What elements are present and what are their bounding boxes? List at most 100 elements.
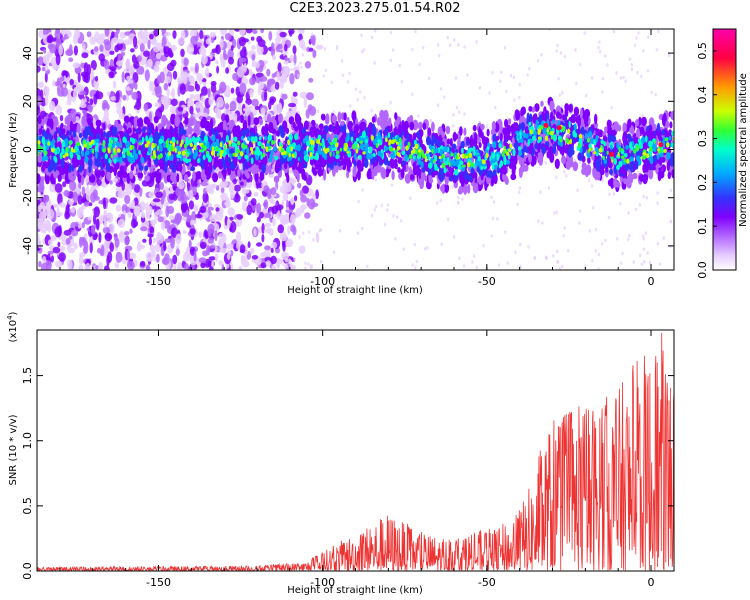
heatmap-cell bbox=[215, 207, 220, 212]
heatmap-cell bbox=[220, 29, 228, 36]
heatmap-cell bbox=[154, 243, 161, 253]
heatmap-cell bbox=[218, 170, 222, 179]
heatmap-cell bbox=[562, 170, 566, 174]
heatmap-cell bbox=[635, 119, 640, 127]
heatmap-cell bbox=[196, 170, 202, 180]
heatmap-cell bbox=[44, 95, 49, 106]
heatmap-cell bbox=[413, 242, 416, 247]
heatmap-cell bbox=[152, 198, 161, 203]
heatmap-cell bbox=[587, 156, 591, 164]
heatmap-cell bbox=[292, 45, 297, 55]
heatmap-cell bbox=[188, 75, 194, 83]
heatmap-cell bbox=[452, 113, 455, 117]
heatmap-cell bbox=[195, 66, 199, 74]
heatmap-cell bbox=[102, 99, 108, 109]
heatmap-cell bbox=[568, 104, 573, 113]
heatmap-cell bbox=[670, 110, 674, 121]
heatmap-cell bbox=[518, 95, 521, 100]
heatmap-cell bbox=[283, 162, 288, 170]
heatmap-cell bbox=[55, 104, 63, 115]
heatmap-cell bbox=[62, 181, 67, 188]
heatmap-cell bbox=[552, 144, 557, 155]
heatmap-cell bbox=[386, 202, 390, 207]
heatmap-cell bbox=[496, 217, 499, 221]
heatmap-cell bbox=[63, 75, 67, 84]
heatmap-cell bbox=[219, 53, 224, 62]
heatmap-cell bbox=[300, 65, 303, 70]
heatmap-cell bbox=[195, 101, 202, 109]
heatmap-cell bbox=[490, 234, 493, 238]
heatmap-cell bbox=[229, 161, 235, 170]
heatmap-cell bbox=[92, 189, 98, 200]
heatmap-cell bbox=[224, 33, 232, 41]
heatmap-cell bbox=[190, 220, 197, 225]
heatmap-cell bbox=[273, 119, 277, 131]
heatmap-cell bbox=[226, 243, 234, 250]
heatmap-cell bbox=[422, 122, 427, 131]
heatmap-cell bbox=[480, 123, 485, 131]
heatmap-cell bbox=[513, 98, 516, 102]
heatmap-cell bbox=[252, 29, 258, 35]
heatmap-cell bbox=[298, 245, 306, 254]
heatmap-cell bbox=[349, 104, 352, 108]
heatmap-cell bbox=[607, 134, 613, 144]
heatmap-cell bbox=[175, 245, 180, 250]
heatmap-cell bbox=[37, 238, 42, 247]
heatmap-cell bbox=[94, 233, 98, 238]
heatmap-cell bbox=[304, 266, 307, 270]
heatmap-cell bbox=[190, 166, 196, 172]
heatmap-cell bbox=[266, 68, 271, 77]
heatmap-cell bbox=[286, 206, 290, 211]
heatmap-cell bbox=[545, 112, 550, 121]
heatmap-cell bbox=[624, 79, 627, 83]
heatmap-cell bbox=[164, 163, 168, 174]
heatmap-cell bbox=[79, 236, 83, 248]
heatmap-cell bbox=[200, 118, 206, 129]
heatmap-cell bbox=[49, 43, 57, 54]
heatmap-cell bbox=[115, 251, 123, 263]
heatmap-cell bbox=[75, 221, 79, 227]
heatmap-cell bbox=[72, 130, 77, 138]
heatmap-cell bbox=[194, 80, 198, 90]
heatmap-cell bbox=[246, 172, 250, 180]
heatmap-cell bbox=[497, 263, 501, 267]
heatmap-cell bbox=[109, 242, 114, 253]
heatmap-cell bbox=[240, 254, 245, 265]
heatmap-cell bbox=[492, 200, 496, 204]
heatmap-cell bbox=[478, 142, 482, 148]
heatmap-cell bbox=[669, 220, 673, 224]
heatmap-cell bbox=[316, 109, 320, 113]
heatmap-cell bbox=[473, 139, 477, 148]
heatmap-cell bbox=[512, 75, 515, 80]
heatmap-cell bbox=[277, 102, 283, 114]
heatmap-cell bbox=[630, 63, 633, 67]
heatmap-cell bbox=[633, 43, 637, 48]
heatmap-cell bbox=[170, 98, 178, 107]
heatmap-cell bbox=[272, 217, 276, 227]
heatmap-cell bbox=[357, 199, 360, 204]
heatmap-cell bbox=[284, 43, 288, 52]
heatmap-cell bbox=[102, 197, 107, 210]
heatmap-cell bbox=[212, 183, 217, 188]
heatmap-cell bbox=[305, 108, 310, 119]
heatmap-cell bbox=[47, 119, 52, 127]
heatmap-cell bbox=[527, 245, 530, 249]
heatmap-cell bbox=[504, 230, 507, 234]
heatmap-cell bbox=[192, 29, 198, 33]
heatmap-cell bbox=[567, 248, 570, 253]
heatmap-cell bbox=[235, 86, 241, 96]
heatmap-cell bbox=[207, 237, 214, 244]
heatmap-cell bbox=[261, 163, 266, 174]
heatmap-cell bbox=[284, 61, 287, 65]
heatmap-cell bbox=[212, 172, 219, 183]
heatmap-cell bbox=[657, 29, 660, 34]
heatmap-cell bbox=[137, 55, 142, 63]
heatmap-cell bbox=[144, 37, 148, 44]
heatmap-cell bbox=[443, 95, 446, 99]
heatmap-cell bbox=[426, 246, 429, 250]
heatmap-cell bbox=[583, 31, 586, 35]
heatmap-cell bbox=[461, 197, 464, 201]
heatmap-cell bbox=[360, 33, 363, 38]
heatmap-cell bbox=[218, 260, 224, 266]
heatmap-cell bbox=[638, 116, 642, 126]
